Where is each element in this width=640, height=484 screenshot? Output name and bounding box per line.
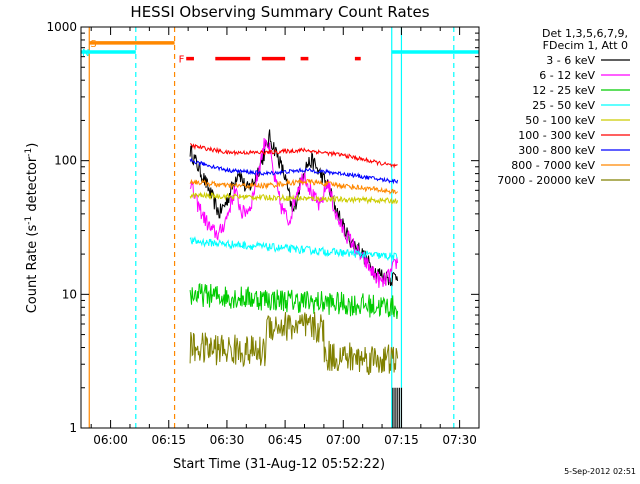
series-line-3 (189, 236, 398, 262)
legend-label-1: 6 - 12 keV (539, 69, 595, 82)
y-tick-label-3: 1000 (46, 20, 77, 34)
end-spikes (392, 387, 403, 428)
y-label-sup-1: -1 (24, 216, 34, 225)
legend-label-7: 800 - 7000 keV (511, 159, 595, 172)
y-label-end: ) (25, 143, 40, 148)
x-tick-label-5: 07:15 (384, 433, 419, 447)
series-line-7 (189, 178, 398, 195)
legend-label-0: 3 - 6 keV (546, 54, 595, 67)
series-line-5 (190, 143, 398, 169)
series-line-4 (189, 191, 399, 205)
x-tick-label-0: 06:00 (93, 433, 128, 447)
x-tick-label-2: 06:30 (210, 433, 245, 447)
y-label-mid: detector (25, 156, 40, 216)
legend-label-5: 100 - 300 keV (518, 129, 595, 142)
x-tick-label-4: 07:00 (326, 433, 361, 447)
x-tick-label-3: 06:45 (268, 433, 303, 447)
y-label-main: Count Rate (s (25, 225, 40, 314)
y-tick-label-1: 10 (62, 287, 77, 301)
x-tick-label-1: 06:15 (151, 433, 186, 447)
legend-label-2: 12 - 25 keV (532, 84, 595, 97)
y-tick-label-0: 1 (69, 421, 77, 435)
legend-label-8: 7000 - 20000 keV (497, 174, 595, 187)
flag-label: S (90, 39, 96, 50)
x-tick-label-6: 07:30 (442, 433, 477, 447)
series-line-6 (189, 157, 399, 185)
flag-label: N (82, 48, 89, 59)
legend-label-3: 25 - 50 keV (532, 99, 595, 112)
y-tick-label-2: 100 (54, 154, 77, 168)
y-label-sup-2: -1 (24, 148, 34, 157)
footer-timestamp: 5-Sep-2012 02:51 (564, 467, 636, 476)
flag-label: F (179, 55, 185, 66)
legend: Det 1,3,5,6,7,9,FDecim 1, Att 0 3 - 6 keV… (497, 27, 630, 187)
y-axis-label: Count Rate (s-1 detector-1) (24, 143, 40, 314)
legend-header-1: FDecim 1, Att 0 (543, 39, 628, 52)
series-line-2 (189, 282, 399, 319)
legend-header-0: Det 1,3,5,6,7,9, (542, 27, 628, 40)
series-line-1 (189, 137, 399, 288)
legend-label-6: 300 - 800 keV (518, 144, 595, 157)
legend-label-4: 50 - 100 keV (525, 114, 595, 127)
plot-frame (80, 26, 480, 429)
series-line-8 (189, 311, 399, 375)
flag-S-0: S (89, 39, 175, 50)
x-axis-label: Start Time (31-Aug-12 05:52:22) (173, 457, 385, 472)
chart-title: HESSI Observing Summary Count Rates (130, 3, 429, 21)
flag-F-3: F (179, 55, 361, 66)
flag-N-1: N (81, 48, 136, 59)
